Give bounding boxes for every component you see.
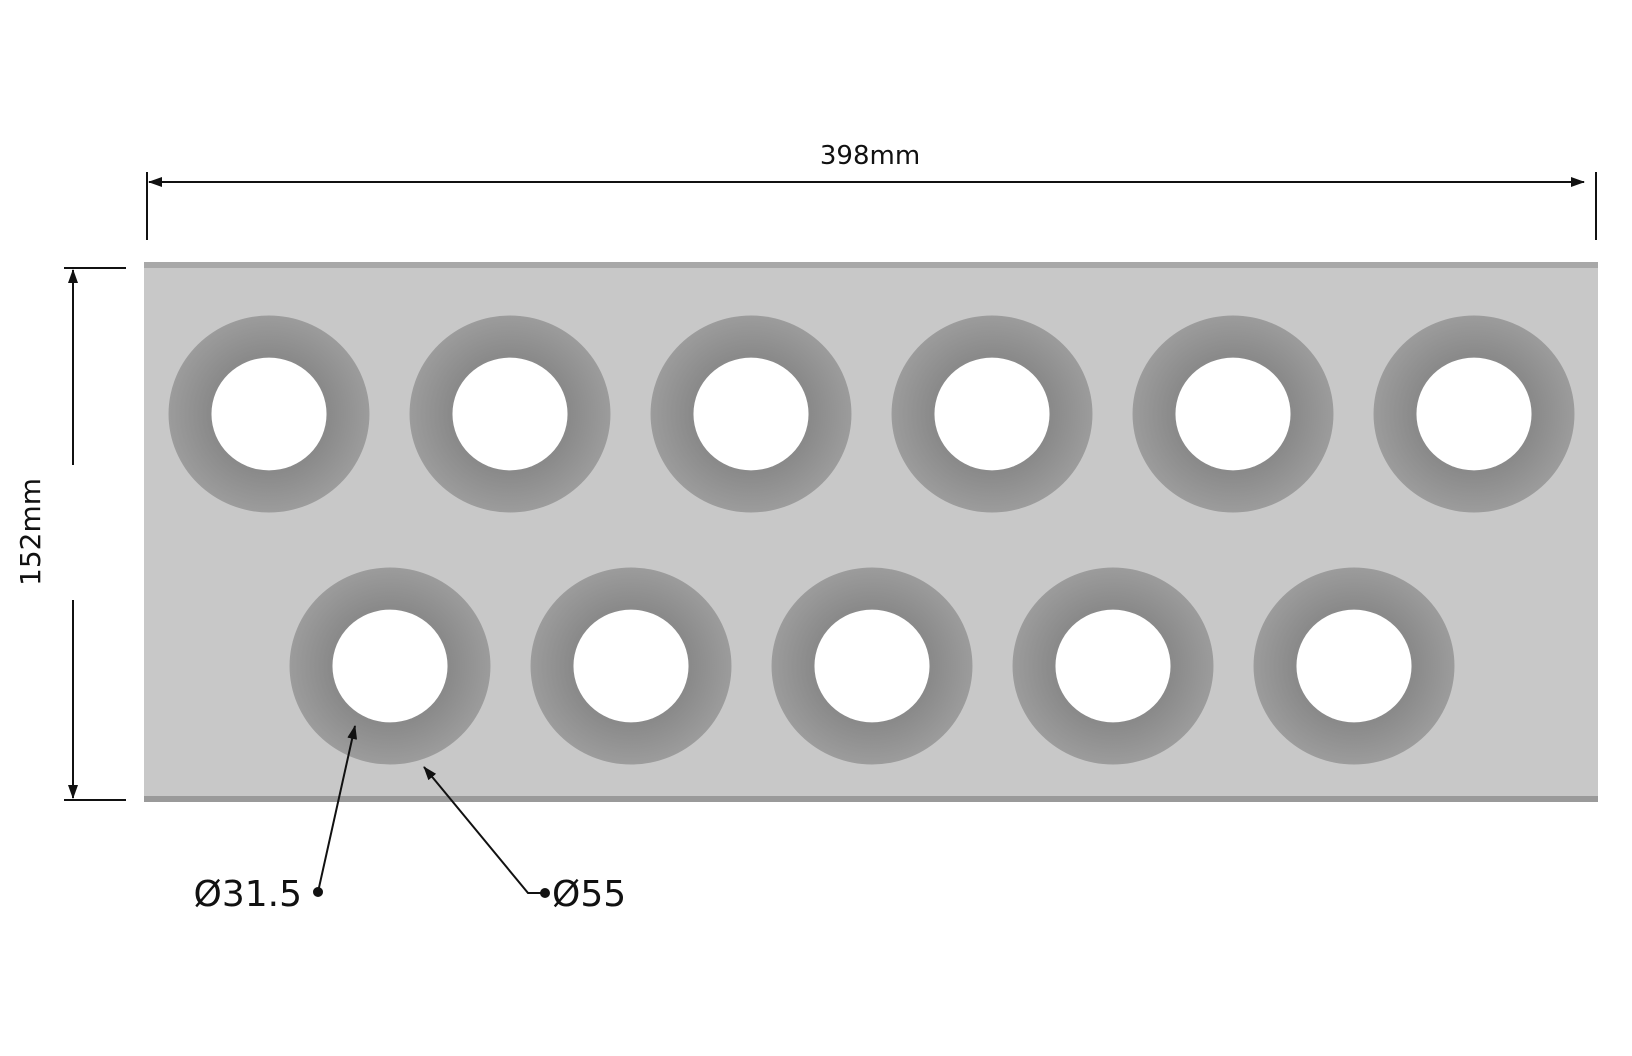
width-dimension: 398mm (146, 141, 1597, 240)
through-hole (934, 357, 1050, 471)
through-hole (814, 609, 930, 723)
hole-grid (168, 315, 1575, 765)
through-hole (1055, 609, 1171, 723)
through-hole (1416, 357, 1532, 471)
through-hole (573, 609, 689, 723)
height-dimension: 152mm (14, 267, 126, 801)
plate-bottom-flange (144, 796, 1598, 802)
dimple-leader-dot (540, 888, 550, 898)
through-hole (1175, 357, 1291, 471)
through-hole (332, 609, 448, 723)
dimple-leader-line (423, 766, 545, 894)
through-hole (211, 357, 327, 471)
through-hole (1296, 609, 1412, 723)
through-hole (693, 357, 809, 471)
hole-leader-dot (313, 887, 323, 897)
dimple-diameter-label: Ø55 (552, 874, 626, 915)
width-label: 398mm (820, 141, 920, 171)
plate-top-flange (144, 262, 1598, 268)
through-hole (452, 357, 568, 471)
hole-leader-line (317, 725, 358, 893)
hole-diameter-label: Ø31.5 (194, 874, 303, 915)
hole-diameter-callout: Ø31.5 (194, 725, 358, 915)
perforated-plate (144, 262, 1598, 802)
height-label: 152mm (14, 478, 47, 586)
dimple-diameter-callout: Ø55 (423, 766, 626, 915)
